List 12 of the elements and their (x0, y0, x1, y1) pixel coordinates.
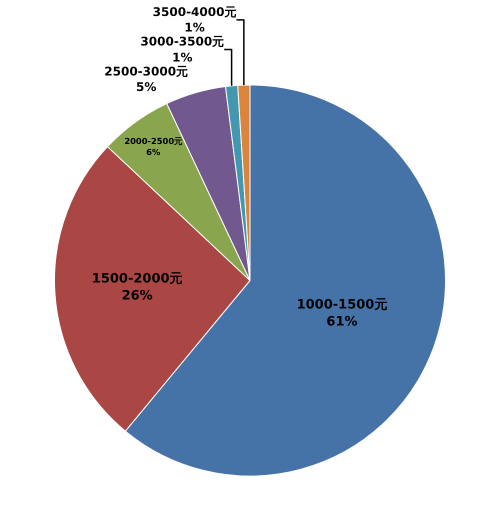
data-label: 5% (136, 80, 156, 94)
data-label: 6% (146, 146, 161, 157)
slice-label: 1000-1500元 (296, 298, 388, 313)
slice-label: 3000-3500元 (140, 34, 224, 49)
data-label: 1% (172, 50, 192, 64)
data-label: 61% (326, 314, 358, 330)
slice-label: 3500-4000元 (152, 5, 236, 20)
data-label: 26% (122, 288, 153, 304)
slice-label: 2500-3000元 (104, 64, 188, 78)
slice-label: 2000-2500元 (124, 136, 182, 146)
slice-label: 1500-2000元 (92, 272, 183, 287)
data-label: 1% (184, 20, 205, 35)
